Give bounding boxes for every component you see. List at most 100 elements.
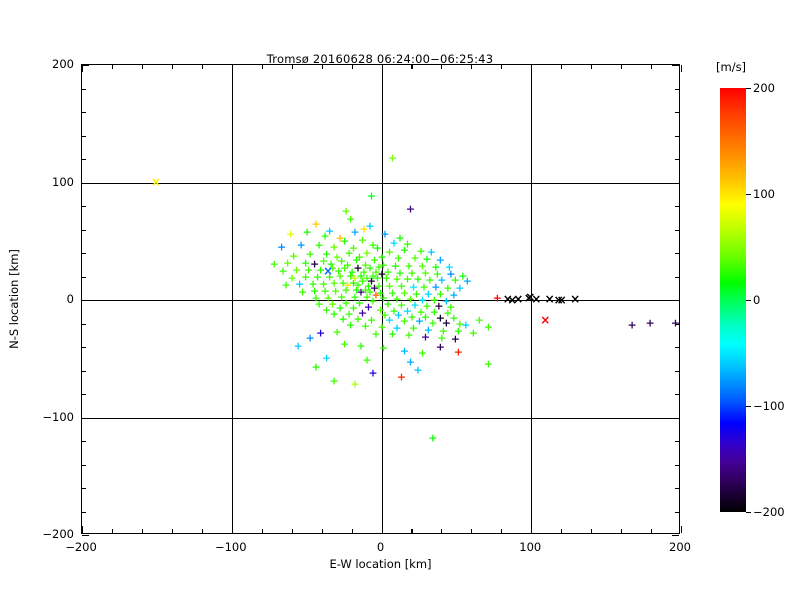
y-axis-minor-tick xyxy=(82,511,86,513)
x-axis-minor-tick xyxy=(651,65,653,69)
colorbar-gradient xyxy=(720,88,746,512)
x-axis-major-tick xyxy=(381,65,383,72)
y-axis-major-tick xyxy=(672,182,679,184)
x-axis-major-tick xyxy=(231,65,233,72)
x-axis-minor-tick xyxy=(441,65,443,69)
colorbar: 200 100 0 −100 −200 xyxy=(720,81,785,519)
y-axis-minor-tick xyxy=(82,488,86,490)
y-axis-major-tick xyxy=(672,65,679,67)
x-axis-major-tick xyxy=(531,526,533,533)
x-axis-tick-label: 0 xyxy=(376,540,385,554)
x-axis-minor-tick xyxy=(651,529,653,533)
y-axis-major-tick xyxy=(82,417,89,419)
x-axis-minor-tick xyxy=(141,65,143,69)
y-axis-minor-tick xyxy=(675,323,679,325)
x-axis-tick-label: −100 xyxy=(214,540,247,554)
x-axis-minor-tick xyxy=(351,529,353,533)
colorbar-tick-label: 200 xyxy=(753,81,775,95)
x-axis-tick-label: 100 xyxy=(519,540,542,554)
y-axis-minor-tick xyxy=(675,488,679,490)
colorbar-unit-label: [m/s] xyxy=(716,60,747,74)
colorbar-tick xyxy=(746,406,751,408)
x-axis-minor-tick xyxy=(621,529,623,533)
x-axis-minor-tick xyxy=(321,65,323,69)
y-axis-minor-tick xyxy=(82,323,86,325)
colorbar-tick-label: −100 xyxy=(753,399,785,413)
y-axis-minor-tick xyxy=(82,253,86,255)
x-axis-minor-tick xyxy=(261,65,263,69)
plot-area xyxy=(81,64,683,537)
y-axis-minor-tick xyxy=(675,253,679,255)
x-axis-minor-tick xyxy=(591,65,593,69)
y-axis-minor-tick xyxy=(82,229,86,231)
y-axis-minor-tick xyxy=(675,276,679,278)
y-axis-minor-tick xyxy=(82,347,86,349)
x-axis-minor-tick xyxy=(411,529,413,533)
y-axis-minor-tick xyxy=(675,394,679,396)
y-axis-major-tick xyxy=(672,417,679,419)
y-axis-minor-tick xyxy=(675,135,679,137)
x-axis-minor-tick xyxy=(351,65,353,69)
x-axis-minor-tick xyxy=(171,529,173,533)
y-axis-major-tick xyxy=(672,535,679,537)
x-axis-minor-tick xyxy=(411,65,413,69)
x-axis-minor-tick xyxy=(321,529,323,533)
x-axis-minor-tick xyxy=(291,65,293,69)
x-axis-minor-tick xyxy=(621,65,623,69)
y-axis-minor-tick xyxy=(675,229,679,231)
x-axis-label: E-W location [km] xyxy=(329,557,432,571)
x-axis-minor-tick xyxy=(111,65,114,69)
y-axis-minor-tick xyxy=(82,159,86,161)
y-axis-minor-tick xyxy=(82,135,86,137)
x-axis-minor-tick xyxy=(501,65,503,69)
colorbar-tick-label: 0 xyxy=(753,293,761,307)
x-axis-major-tick xyxy=(381,526,383,533)
gridline-horizontal xyxy=(82,300,679,302)
x-axis-minor-tick xyxy=(471,529,473,533)
y-axis-major-tick xyxy=(672,300,679,302)
x-axis-minor-tick xyxy=(561,529,563,533)
x-axis-major-tick xyxy=(681,65,683,72)
y-axis-minor-tick xyxy=(675,370,679,372)
colorbar-tick xyxy=(746,512,751,514)
x-axis-minor-tick xyxy=(261,529,263,533)
x-axis-minor-tick xyxy=(201,529,203,533)
gridline-horizontal xyxy=(82,182,679,184)
colorbar-tick-label: −200 xyxy=(753,505,785,519)
x-axis-minor-tick xyxy=(591,529,593,533)
x-axis-minor-tick xyxy=(141,529,143,533)
y-axis-minor-tick xyxy=(82,88,86,90)
y-axis-tick-label: 100 xyxy=(52,174,74,189)
y-axis-minor-tick xyxy=(82,370,86,372)
y-axis-minor-tick xyxy=(675,511,679,513)
colorbar-tick xyxy=(746,194,751,196)
y-axis-tick-label: −100 xyxy=(42,409,74,424)
y-axis-minor-tick xyxy=(675,464,679,466)
x-axis-minor-tick xyxy=(201,65,203,69)
y-axis-minor-tick xyxy=(82,394,86,396)
y-axis-tick-label: 0 xyxy=(66,292,74,306)
x-axis-tick-label: 200 xyxy=(669,540,691,554)
y-axis-tick-label: −200 xyxy=(42,527,74,541)
y-axis-minor-tick xyxy=(675,112,679,114)
x-axis-minor-tick xyxy=(291,529,293,533)
y-axis-minor-tick xyxy=(82,276,86,278)
y-axis-major-tick xyxy=(82,65,89,67)
y-axis-major-tick xyxy=(82,535,89,537)
gridline-vertical xyxy=(381,65,383,533)
y-axis-minor-tick xyxy=(675,88,679,90)
x-axis-minor-tick xyxy=(471,65,473,69)
y-axis-major-tick xyxy=(82,182,89,184)
x-axis-major-tick xyxy=(82,526,84,533)
y-axis-minor-tick xyxy=(675,206,679,208)
y-axis-minor-tick xyxy=(675,159,679,161)
x-axis-minor-tick xyxy=(111,529,114,533)
y-axis-label: N-S location [km] xyxy=(7,249,21,349)
gridline-horizontal xyxy=(82,417,679,419)
colorbar-tick-label: 100 xyxy=(753,187,775,201)
y-axis-tick-label: 200 xyxy=(52,57,74,71)
x-axis-major-tick xyxy=(681,526,683,533)
y-axis-minor-tick xyxy=(675,347,679,349)
x-axis-major-tick xyxy=(231,526,233,533)
